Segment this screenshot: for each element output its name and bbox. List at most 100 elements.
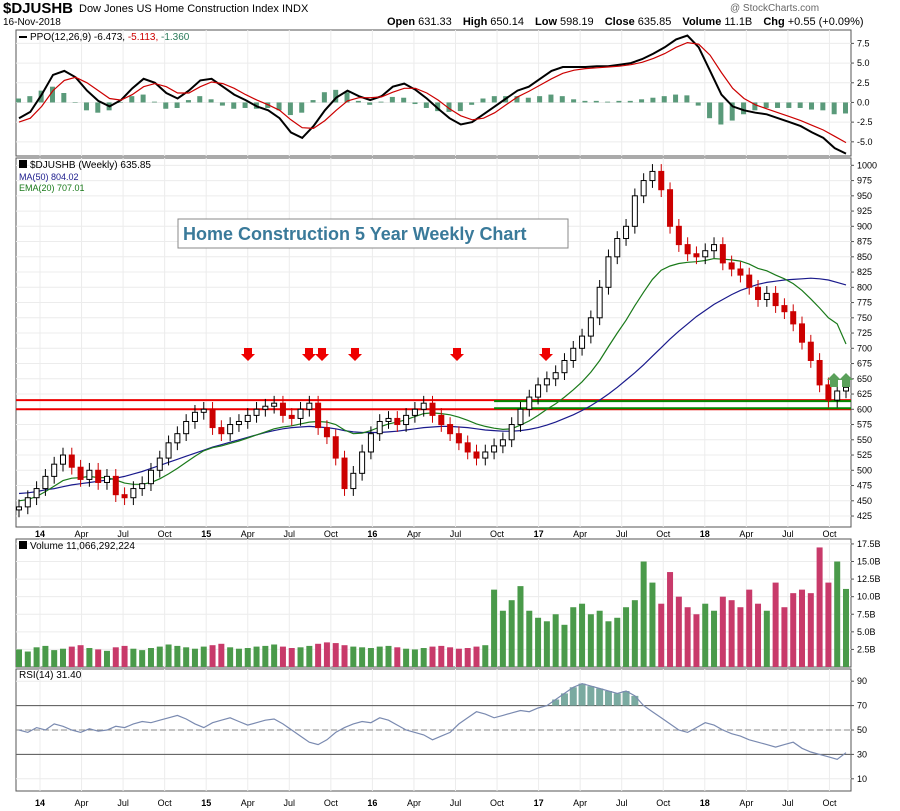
ppo-histogram-bar [639, 99, 645, 103]
x-tick-label-bottom: Apr [739, 798, 753, 808]
candle-body [464, 442, 471, 453]
y-tick-label-volume: 15.0B [857, 557, 881, 567]
ppo-histogram-bar [559, 96, 565, 103]
price-legend-swatch [19, 160, 27, 168]
x-tick-label-bottom: Apr [241, 798, 255, 808]
resistance-arrow-icon [315, 348, 329, 361]
volume-bar [649, 582, 656, 667]
candle-body [781, 305, 788, 313]
volume-bar [271, 644, 278, 667]
candle-body [271, 402, 278, 407]
volume-bar [763, 610, 770, 667]
ppo-histogram-bar [208, 99, 214, 103]
ppo-histogram-bar [61, 93, 67, 103]
volume-bar [587, 614, 594, 667]
candle-body [183, 420, 190, 435]
ppo-histogram-bar [321, 92, 327, 103]
ppo-histogram-bar [242, 102, 248, 108]
ppo-histogram-bar [514, 96, 520, 103]
x-tick-label: Jul [616, 529, 628, 539]
ppo-histogram-bar [843, 102, 848, 114]
x-tick-label: 15 [201, 529, 211, 539]
ppo-histogram-bar [72, 102, 78, 103]
y-tick-label-price: 525 [857, 450, 872, 460]
volume-bar [614, 617, 621, 667]
x-tick-label-bottom: 18 [700, 798, 710, 808]
y-tick-label-price: 450 [857, 496, 872, 506]
ppo-histogram-bar [480, 98, 486, 103]
chg-value: +0.55 (+0.09%) [787, 16, 864, 28]
ppo-histogram-bar [299, 102, 305, 113]
ppo-histogram-bar [287, 102, 293, 116]
resistance-arrow-icon [302, 348, 316, 361]
ppo-histogram-bar [627, 100, 633, 103]
y-tick-label-price: 575 [857, 420, 872, 430]
ppo-histogram-bar [389, 96, 395, 103]
volume-bar [737, 607, 744, 667]
ppo-histogram-bar [344, 92, 350, 103]
x-tick-label-bottom: 15 [201, 798, 211, 808]
ppo-histogram-bar [605, 101, 611, 103]
volume-bar [33, 647, 40, 667]
x-tick-label-bottom: Jul [284, 798, 296, 808]
y-tick-label-volume: 2.5B [857, 644, 876, 654]
y-tick-label-price: 825 [857, 267, 872, 277]
volume-bar [711, 610, 718, 667]
volume-bar [262, 645, 269, 667]
volume-bar [174, 645, 181, 667]
y-tick-label-price: 925 [857, 206, 872, 216]
candle-body [33, 488, 40, 499]
candle-body [367, 433, 374, 453]
ppo-histogram-bar [718, 102, 724, 125]
resistance-arrow-icon [450, 348, 464, 361]
volume-bar [499, 610, 506, 667]
x-tick-label: Apr [241, 529, 255, 539]
volume-bar [103, 650, 110, 667]
ppo-histogram-bar [49, 86, 55, 103]
y-tick-label-ppo: -2.5 [857, 117, 873, 127]
x-tick-label: Apr [75, 529, 89, 539]
ma50-line [18, 277, 847, 495]
candle-body [59, 454, 66, 465]
volume-bar [156, 646, 163, 667]
volume-bar [843, 588, 849, 667]
volume-label: Volume 11,066,292,224 [30, 541, 135, 552]
volume-bar [59, 648, 66, 667]
volume-bar [279, 646, 286, 667]
volume-bar [543, 621, 550, 667]
candle-body [147, 469, 154, 485]
ppo-histogram-bar [412, 102, 418, 105]
candle-body [130, 488, 137, 499]
volume-bar [596, 610, 603, 667]
ppo-line [18, 34, 847, 155]
candle-body [209, 408, 216, 429]
volume-bar [561, 624, 568, 667]
volume-bar [702, 603, 709, 667]
ppo-histogram-bar [695, 102, 701, 106]
volume-bar [631, 600, 638, 667]
volume-bar [605, 621, 612, 667]
volume-bar [667, 572, 674, 667]
candle-body [191, 411, 198, 422]
volume-bar [675, 596, 682, 667]
y-tick-label-price: 425 [857, 511, 872, 521]
ppo-histogram-bar [582, 100, 588, 103]
ppo-label: PPO(12,26,9) -6.473, -5.113, -1.360 [30, 32, 190, 43]
y-tick-label-ppo: -5.0 [857, 137, 873, 147]
x-tick-label-bottom: Jul [450, 798, 462, 808]
panel-frame-ppo [15, 29, 852, 157]
ppo-histogram-bar [231, 102, 237, 109]
volume-bar [825, 582, 832, 667]
low-value: 598.19 [560, 16, 594, 28]
volume-bar [385, 645, 392, 667]
candle-body [499, 439, 506, 447]
volume-bar [447, 647, 454, 667]
x-tick-label: Oct [822, 529, 837, 539]
resistance-arrow-icon [348, 348, 362, 361]
candle-body [517, 408, 524, 426]
chart-header: $DJUSHB Dow Jones US Home Construction I… [0, 0, 900, 30]
volume-bar [200, 646, 207, 667]
volume-bar [51, 650, 58, 667]
support-arrow-icon [839, 373, 853, 387]
low-label: Low [535, 16, 558, 28]
